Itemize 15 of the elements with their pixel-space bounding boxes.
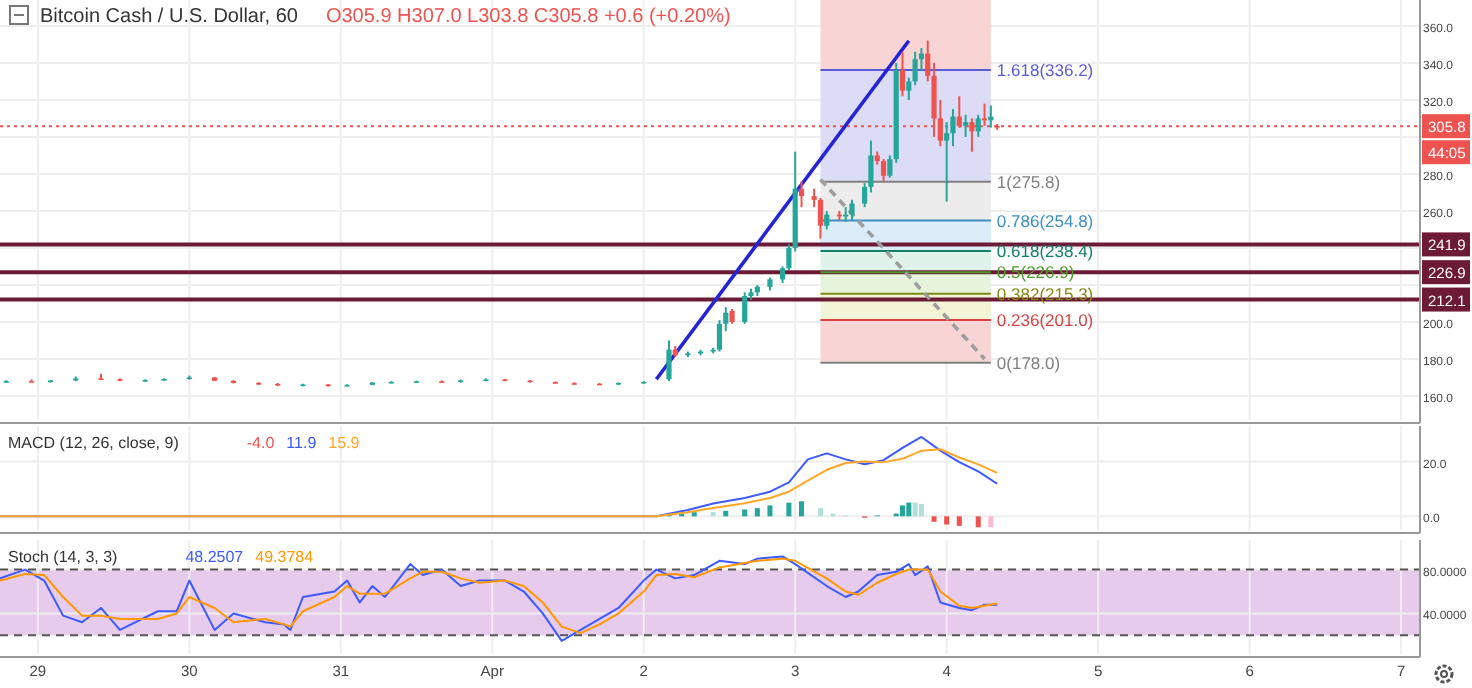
- series-label: 0.786(254.8): [996, 210, 1094, 231]
- series-label: 0.236(201.0): [996, 310, 1094, 331]
- text: 49.3784: [255, 548, 315, 566]
- series-label: 1.618(336.2): [996, 59, 1094, 80]
- series-label: 1(275.8): [996, 171, 1061, 192]
- text: MACD (12, 26, close, 9): [8, 434, 179, 452]
- series-label: 0(178.0): [996, 352, 1061, 373]
- chart-subtitle: O305.9 H307.0 L303.8 C305.8 +0.6 (+0.20%): [325, 6, 731, 28]
- text: 11.9: [286, 434, 318, 452]
- series-label: 48.2507: [185, 548, 245, 566]
- text: Stoch (14, 3, 3): [8, 548, 118, 566]
- text: -4.0: [246, 434, 276, 452]
- series-label: 0.618(238.4): [996, 240, 1094, 261]
- chart-title: Bitcoin Cash / U.S. Dollar, 60: [40, 6, 298, 28]
- text: 15.9: [328, 434, 361, 452]
